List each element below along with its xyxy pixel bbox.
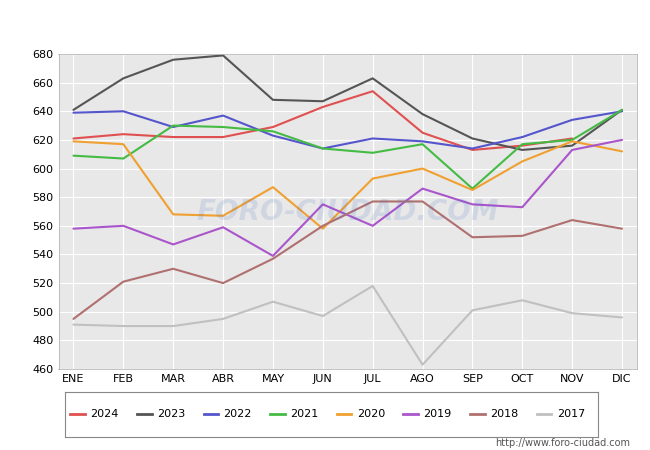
Text: 2020: 2020 bbox=[357, 409, 385, 419]
Text: 2017: 2017 bbox=[556, 409, 585, 419]
Text: FORO-CIUDAD.COM: FORO-CIUDAD.COM bbox=[196, 198, 499, 225]
Text: http://www.foro-ciudad.com: http://www.foro-ciudad.com bbox=[495, 438, 630, 448]
Text: 2024: 2024 bbox=[90, 409, 119, 419]
Text: 2019: 2019 bbox=[423, 409, 452, 419]
Text: 2023: 2023 bbox=[157, 409, 185, 419]
Text: 2022: 2022 bbox=[224, 409, 252, 419]
Text: 2021: 2021 bbox=[290, 409, 318, 419]
Text: Afiliados en Cadalso de los Vidrios a 30/11/2024: Afiliados en Cadalso de los Vidrios a 30… bbox=[132, 10, 518, 26]
Text: 2018: 2018 bbox=[490, 409, 518, 419]
